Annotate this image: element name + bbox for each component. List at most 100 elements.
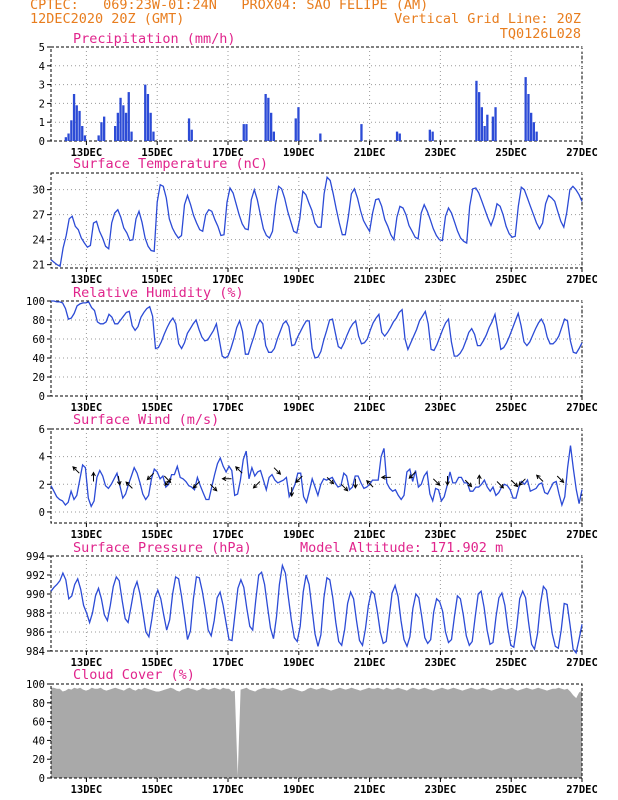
x-tick-label: 17DEC bbox=[212, 529, 244, 541]
x-tick-label: 17DEC bbox=[212, 784, 244, 796]
x-tick-label: 15DEC bbox=[141, 784, 173, 796]
x-tick-label: 25DEC bbox=[495, 657, 527, 669]
x-tick-label: 27DEC bbox=[566, 529, 598, 541]
precip-bar bbox=[70, 120, 73, 141]
x-tick-label: 19DEC bbox=[283, 529, 315, 541]
precip-bar bbox=[149, 112, 152, 141]
y-tick-label: 986 bbox=[26, 627, 45, 639]
precip-bar bbox=[428, 129, 431, 141]
precip-bar bbox=[395, 131, 399, 141]
x-tick-label: 15DEC bbox=[141, 402, 173, 414]
y-tick-label: 40 bbox=[32, 353, 45, 365]
series-line bbox=[50, 445, 583, 509]
precip-bar bbox=[267, 97, 270, 141]
x-tick-label: 23DEC bbox=[425, 147, 457, 159]
panel-temperature: 21 24 27 30 13DEC 15DEC 17DEC 19DEC 21DEC 23DEC 25… bbox=[32, 156, 597, 286]
y-tick-label: 40 bbox=[32, 735, 45, 747]
wind-direction-arrow bbox=[535, 474, 544, 482]
y-tick-label: 100 bbox=[26, 296, 45, 308]
x-tick-label: 25DEC bbox=[495, 402, 527, 414]
panel-precipitation: 0 1 2 3 4 5 13DEC 15DEC 17DEC 19DEC 21DEC 23DEC 25DE… bbox=[39, 31, 598, 159]
precip-bar bbox=[319, 133, 322, 141]
x-tick-label: 15DEC bbox=[141, 274, 173, 286]
panel-frame bbox=[50, 555, 583, 652]
y-tick-label: 80 bbox=[32, 315, 45, 327]
precip-bar bbox=[75, 105, 78, 141]
panel-frame bbox=[50, 300, 583, 397]
x-tick-label: 21DEC bbox=[354, 274, 386, 286]
x-tick-label: 19DEC bbox=[283, 402, 315, 414]
y-tick-label: 5 bbox=[39, 42, 45, 54]
y-tick-label: 2 bbox=[39, 479, 45, 491]
y-tick-label: 0 bbox=[39, 773, 45, 785]
x-tick-label: 21DEC bbox=[354, 402, 386, 414]
precip-bar bbox=[144, 84, 147, 141]
precip-bar bbox=[297, 107, 300, 141]
x-tick-label: 25DEC bbox=[495, 784, 527, 796]
y-tick-label: 990 bbox=[26, 589, 45, 601]
y-tick-label: 984 bbox=[26, 646, 45, 658]
header-station-line: CPTEC: 069:23W-01:24N PROX04: SAO FELIPE… bbox=[30, 0, 429, 13]
wind-direction-arrow bbox=[146, 472, 155, 481]
panel-frame bbox=[50, 172, 583, 269]
x-tick-label: 15DEC bbox=[141, 529, 173, 541]
y-tick-label: 0 bbox=[39, 507, 45, 519]
y-tick-label: 1 bbox=[39, 117, 45, 129]
x-tick-label: 27DEC bbox=[566, 147, 598, 159]
x-tick-label: 23DEC bbox=[425, 274, 457, 286]
wind-direction-arrow bbox=[164, 478, 172, 486]
precip-bar bbox=[152, 131, 155, 141]
x-tick-label: 19DEC bbox=[283, 274, 315, 286]
x-tick-label: 27DEC bbox=[566, 784, 598, 796]
x-tick-label: 13DEC bbox=[71, 147, 103, 159]
precip-bar bbox=[483, 126, 486, 141]
wind-direction-arrow bbox=[340, 483, 349, 492]
header-datetime: 12DEC2020 20Z (GMT) bbox=[30, 11, 185, 27]
x-tick-label: 21DEC bbox=[354, 529, 386, 541]
wind-direction-arrow bbox=[510, 479, 519, 488]
precip-bar bbox=[294, 118, 297, 141]
wind-direction-arrow bbox=[476, 474, 482, 485]
y-tick-label: 60 bbox=[32, 334, 45, 346]
header-model-id: TQ0126L028 bbox=[499, 26, 581, 42]
x-tick-label: 15DEC bbox=[141, 657, 173, 669]
panel-cloud-cover: 0 20 40 60 80 100 13DEC 15DEC 17DEC 19DEC 21DEC 23D… bbox=[26, 667, 598, 796]
wind-direction-arrow bbox=[91, 471, 96, 482]
y-tick-label: 30 bbox=[32, 185, 45, 197]
precip-bar bbox=[532, 122, 535, 141]
precip-bar bbox=[97, 135, 100, 141]
x-tick-label: 15DEC bbox=[141, 147, 173, 159]
x-tick-label: 17DEC bbox=[212, 274, 244, 286]
panel-frame bbox=[50, 683, 583, 779]
precip-bar bbox=[127, 92, 130, 141]
y-tick-label: 6 bbox=[39, 424, 45, 436]
y-tick-label: 3 bbox=[39, 80, 45, 92]
wind-direction-arrow bbox=[116, 475, 122, 486]
cloud-cover-area bbox=[51, 687, 582, 778]
x-tick-label: 25DEC bbox=[495, 147, 527, 159]
precip-bar bbox=[116, 112, 119, 141]
wind-direction-arrow bbox=[464, 479, 473, 488]
precip-bar bbox=[360, 124, 363, 141]
x-tick-label: 17DEC bbox=[212, 657, 244, 669]
x-tick-label: 23DEC bbox=[425, 784, 457, 796]
panel-humidity: 0 20 40 60 80 100 13DEC 15DEC 17DEC 19DEC 21DEC 23D… bbox=[26, 285, 598, 414]
series-line bbox=[51, 300, 583, 359]
wind-direction-arrow bbox=[235, 466, 243, 474]
header-grid-note: Vertical Grid Line: 20Z bbox=[394, 11, 581, 27]
x-tick-label: 17DEC bbox=[212, 402, 244, 414]
precip-bar bbox=[270, 112, 273, 141]
x-tick-label: 27DEC bbox=[566, 657, 598, 669]
wind-direction-arrow bbox=[445, 476, 450, 487]
precip-bar bbox=[272, 131, 275, 141]
x-tick-label: 17DEC bbox=[212, 147, 244, 159]
y-tick-label: 0 bbox=[39, 391, 45, 403]
y-tick-label: 0 bbox=[39, 136, 45, 148]
precip-bar bbox=[535, 131, 538, 141]
x-tick-label: 23DEC bbox=[425, 657, 457, 669]
wind-direction-arrow bbox=[273, 467, 282, 475]
x-tick-label: 13DEC bbox=[71, 657, 103, 669]
y-tick-label: 4 bbox=[39, 452, 45, 464]
precip-bar bbox=[103, 116, 106, 141]
